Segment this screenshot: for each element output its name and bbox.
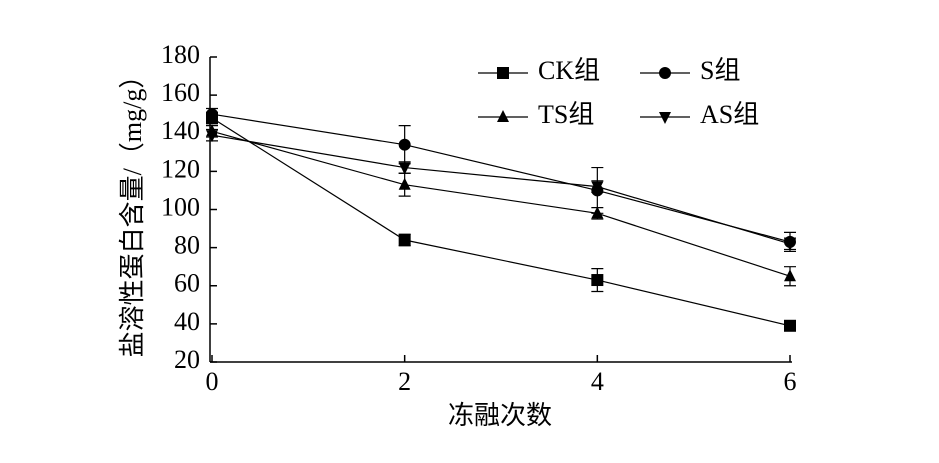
legend-label: S组 [700, 56, 740, 85]
marker [497, 67, 509, 79]
x-axis-label: 冻融次数 [448, 401, 552, 430]
marker [659, 112, 671, 124]
marker [398, 177, 411, 190]
x-tick-label: 4 [591, 367, 604, 396]
marker [591, 206, 604, 219]
y-tick-label: 60 [174, 269, 200, 298]
marker [398, 162, 411, 175]
legend-label: TS组 [538, 100, 594, 129]
legend-label: AS组 [700, 100, 759, 129]
y-tick-label: 160 [161, 78, 200, 107]
marker [398, 138, 411, 151]
marker [784, 269, 796, 282]
marker [206, 108, 218, 121]
y-axis-label: 盐溶性蛋白含量/（mg/g） [118, 63, 147, 358]
series-line [211, 113, 791, 243]
y-tick-label: 100 [161, 192, 200, 221]
y-tick-label: 180 [161, 40, 200, 69]
marker [784, 319, 796, 332]
marker [497, 110, 509, 122]
legend-label: CK组 [538, 56, 600, 85]
y-tick-label: 20 [174, 345, 200, 374]
series-line [211, 134, 791, 245]
marker [206, 130, 218, 143]
y-tick-label: 120 [161, 154, 200, 183]
marker [659, 67, 671, 79]
marker [784, 238, 796, 251]
series-line [211, 117, 791, 327]
x-tick-label: 6 [784, 367, 797, 396]
x-tick-label: 2 [398, 367, 411, 396]
marker [591, 181, 604, 194]
x-tick-label: 0 [206, 367, 219, 396]
y-tick-label: 80 [174, 231, 200, 260]
marker [398, 234, 411, 246]
y-tick-label: 140 [161, 116, 200, 145]
y-tick-label: 40 [174, 307, 200, 336]
series-line [211, 130, 791, 277]
marker [591, 274, 604, 287]
